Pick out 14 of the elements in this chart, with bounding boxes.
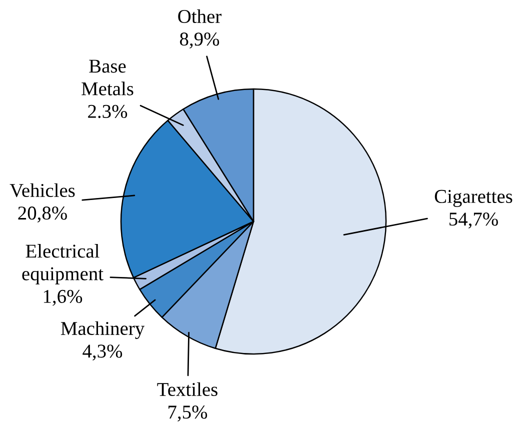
slice-label: Machinery bbox=[60, 321, 145, 340]
data-label: 20,8% bbox=[18, 206, 67, 222]
slice-label: Cigarettes bbox=[434, 190, 512, 208]
slice-label: Vehicles bbox=[10, 183, 75, 198]
slice-label: Textiles bbox=[157, 382, 218, 396]
data-label: 1,6% bbox=[44, 290, 82, 306]
slice-label: Electrical equipment bbox=[22, 244, 104, 284]
data-label: 7,5% bbox=[168, 406, 208, 422]
data-label: 2.3% bbox=[88, 104, 128, 118]
slice-label: Base Metals bbox=[82, 60, 134, 96]
slice-label: Other bbox=[178, 9, 222, 24]
data-label: 4,3% bbox=[82, 344, 122, 361]
data-label: 8,9% bbox=[180, 32, 220, 48]
data-label: 54,7% bbox=[450, 212, 498, 228]
